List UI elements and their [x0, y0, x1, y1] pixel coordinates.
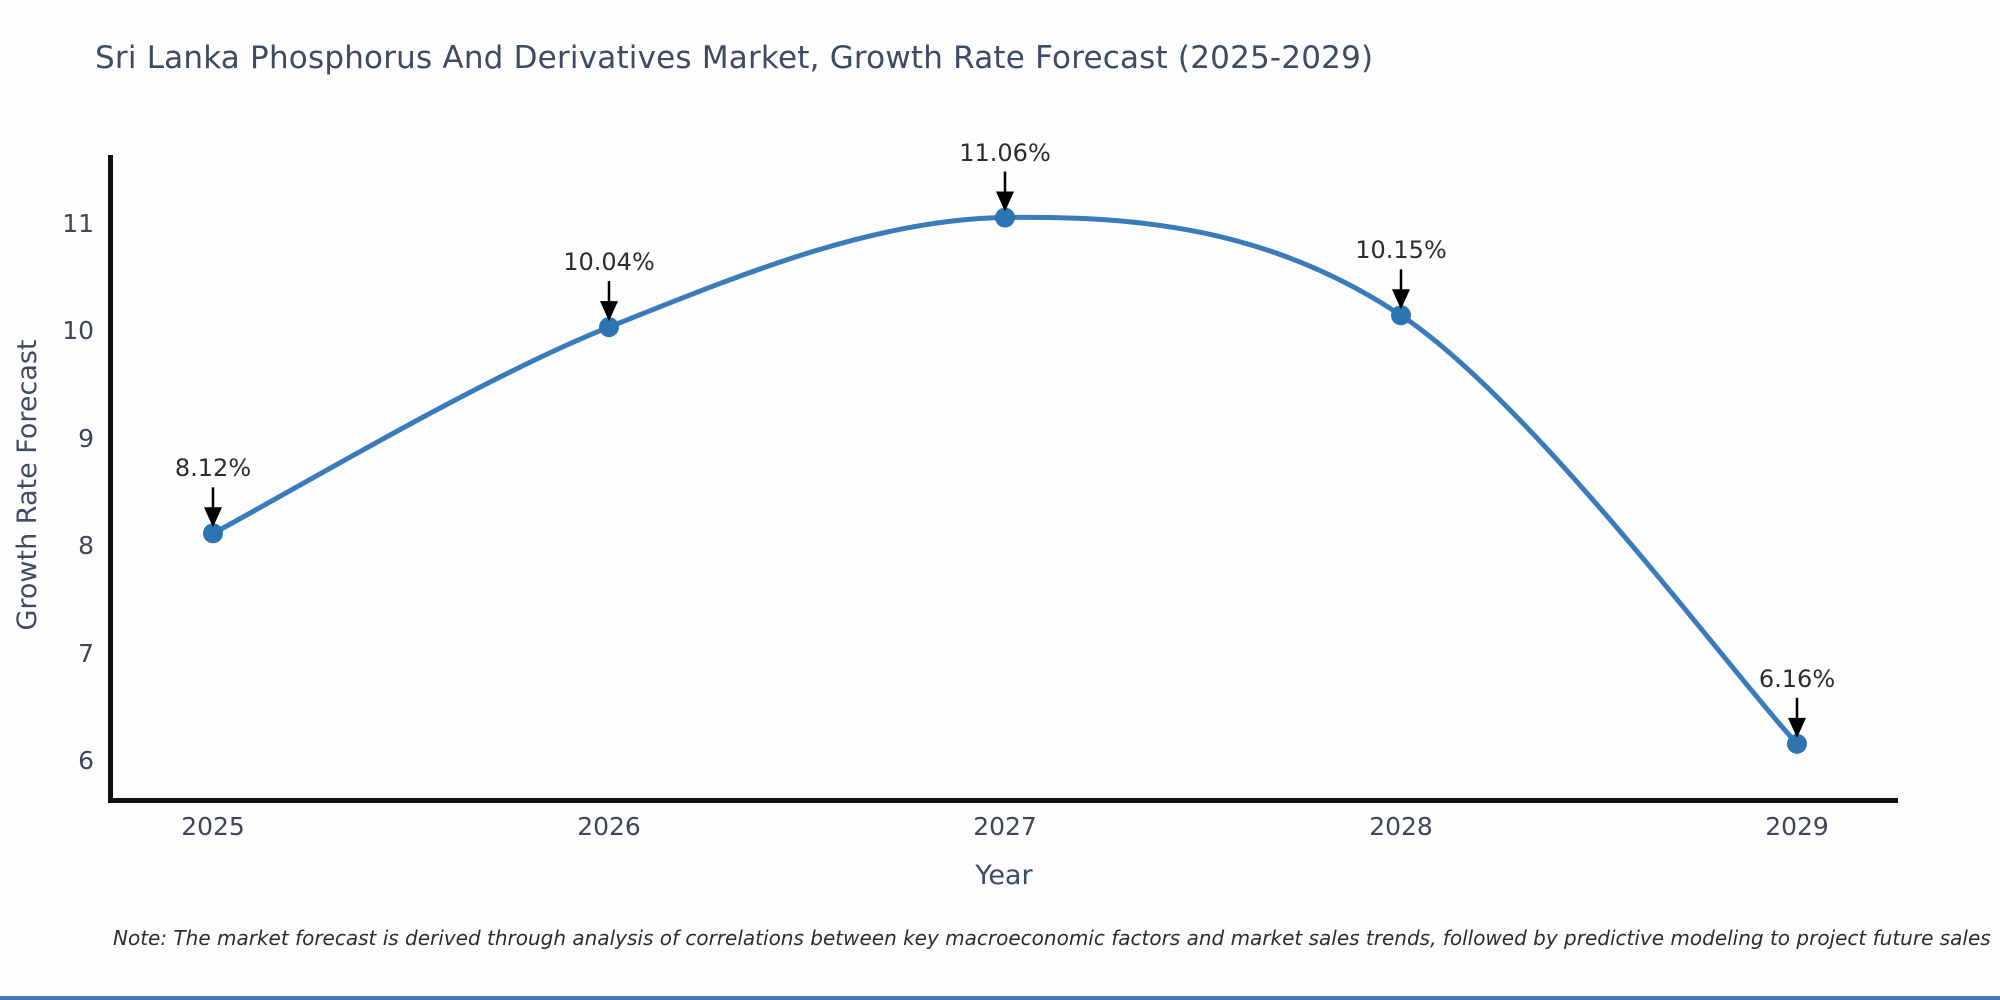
annotation-arrow-head — [996, 191, 1014, 212]
point-value-annotation: 11.06% — [959, 138, 1051, 167]
annotation-arrow-head — [204, 507, 222, 528]
forecast-line — [210, 214, 1800, 747]
x-tick-label: 2026 — [577, 812, 641, 841]
data-point-marker — [995, 207, 1015, 228]
point-value-annotation: 10.04% — [563, 248, 655, 277]
y-tick-label: 8 — [78, 531, 94, 561]
annotation-arrow-head — [600, 301, 618, 322]
y-tick-label: 9 — [78, 423, 94, 453]
x-axis-spine — [108, 798, 1898, 803]
annotation-arrow-head — [1788, 717, 1806, 738]
y-tick-label: 7 — [78, 638, 94, 668]
chart-title: Sri Lanka Phosphorus And Derivatives Mar… — [95, 40, 1374, 76]
y-tick-label: 6 — [78, 746, 94, 775]
data-point-marker — [599, 317, 619, 338]
x-axis-title: Year — [975, 860, 1033, 891]
point-value-annotation: 10.15% — [1355, 236, 1447, 265]
annotation-arrow-head — [1392, 289, 1410, 310]
y-axis-title: Growth Rate Forecast — [12, 339, 43, 631]
bottom-accent-bar — [0, 996, 2000, 1000]
y-tick-label: 10 — [62, 316, 94, 346]
x-tick-label: 2029 — [1765, 812, 1829, 841]
point-value-annotation: 6.16% — [1758, 664, 1836, 693]
x-tick-label: 2027 — [973, 812, 1037, 841]
data-point-marker — [1391, 305, 1411, 326]
data-point-marker — [1787, 733, 1807, 754]
y-tick-label: 11 — [62, 209, 94, 238]
x-tick-label: 2025 — [181, 812, 245, 841]
data-point-marker — [203, 523, 223, 544]
footnote-text: Note: The market forecast is derived thr… — [113, 926, 1991, 950]
x-tick-label: 2028 — [1369, 812, 1433, 841]
point-value-annotation: 8.12% — [174, 454, 252, 483]
y-axis-spine — [108, 155, 113, 803]
